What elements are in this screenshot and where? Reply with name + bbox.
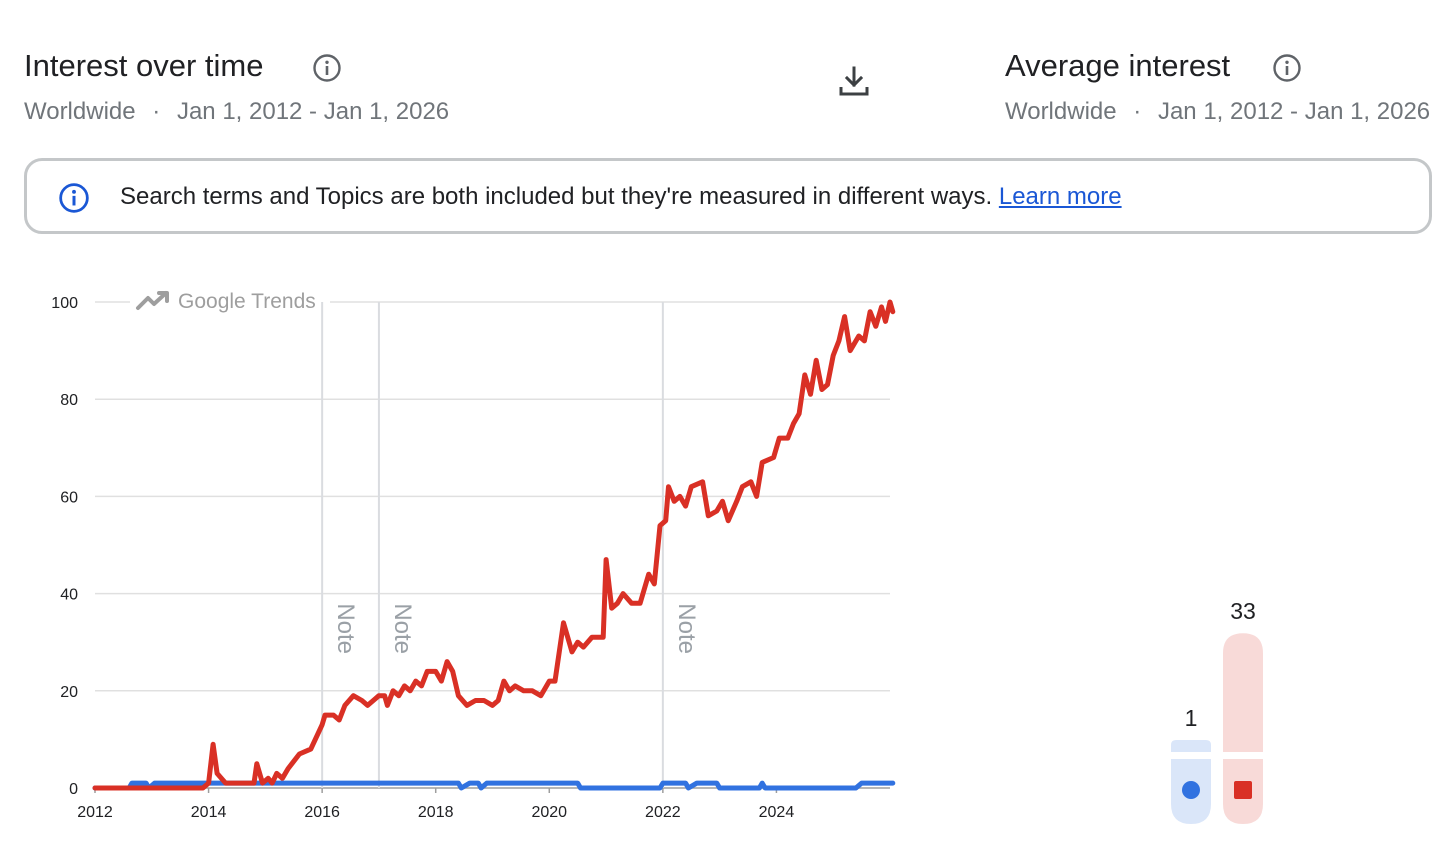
- average-interest-bar-chart: 1 33: [1171, 598, 1263, 824]
- y-tick-label: 100: [51, 295, 78, 312]
- info-icon[interactable]: [312, 53, 342, 83]
- x-tick-label: 2014: [191, 804, 227, 821]
- separator: ·: [1133, 98, 1142, 125]
- info-banner: [24, 158, 1432, 234]
- download-icon[interactable]: [836, 64, 872, 100]
- average-bar: [1223, 633, 1263, 752]
- average-interest-title: Average interest: [1005, 48, 1231, 83]
- x-tick-label: 2016: [304, 804, 340, 821]
- x-tick-label: 2012: [77, 804, 113, 821]
- region-label: Worldwide: [1005, 98, 1117, 125]
- y-tick-label: 60: [60, 489, 78, 506]
- average-value-label: 33: [1230, 598, 1256, 624]
- note-label: Note: [332, 603, 359, 654]
- x-tick-label: 2022: [645, 804, 681, 821]
- learn-more-link[interactable]: Learn more: [998, 183, 1122, 210]
- x-tick-label: 2020: [531, 804, 567, 821]
- trending-up-icon: [136, 291, 169, 310]
- y-tick-label: 40: [60, 587, 78, 604]
- average-value-label: 1: [1185, 705, 1198, 731]
- google-trends-watermark: Google Trends: [178, 290, 316, 313]
- info-icon[interactable]: [1272, 53, 1302, 83]
- banner-message: Search terms and Topics are both include…: [120, 183, 1122, 211]
- interest-line-chart: 0 20 40 60 80 100 2012 2014 2016 2018 2020 2022 2024…: [51, 290, 896, 821]
- y-tick-label: 80: [60, 392, 78, 409]
- region-label: Worldwide: [24, 98, 136, 125]
- y-tick-label: 0: [69, 781, 78, 798]
- x-tick-label: 2018: [418, 804, 454, 821]
- info-icon: [59, 183, 89, 213]
- banner-text: Search terms and Topics are both include…: [120, 183, 993, 210]
- legend-square-marker: [1234, 781, 1252, 799]
- x-tick-label: 2024: [759, 804, 795, 821]
- series-line: [92, 780, 896, 791]
- date-range-label: Jan 1, 2012 - Jan 1, 2026: [176, 98, 450, 125]
- separator: ·: [152, 98, 161, 125]
- legend-circle-marker: [1182, 781, 1200, 799]
- interest-over-time-title: Interest over time: [24, 48, 264, 83]
- date-range-label: Jan 1, 2012 - Jan 1, 2026: [1157, 98, 1431, 125]
- note-label: Note: [389, 603, 416, 654]
- y-tick-label: 20: [60, 684, 78, 701]
- series-line: [92, 299, 896, 791]
- interest-over-time-subtitle: Worldwide · Jan 1, 2012 - Jan 1, 2026: [24, 98, 449, 126]
- note-label: Note: [673, 603, 700, 654]
- average-interest-subtitle: Worldwide · Jan 1, 2012 - Jan 1, 2026: [1005, 98, 1430, 126]
- average-bar: [1171, 740, 1211, 752]
